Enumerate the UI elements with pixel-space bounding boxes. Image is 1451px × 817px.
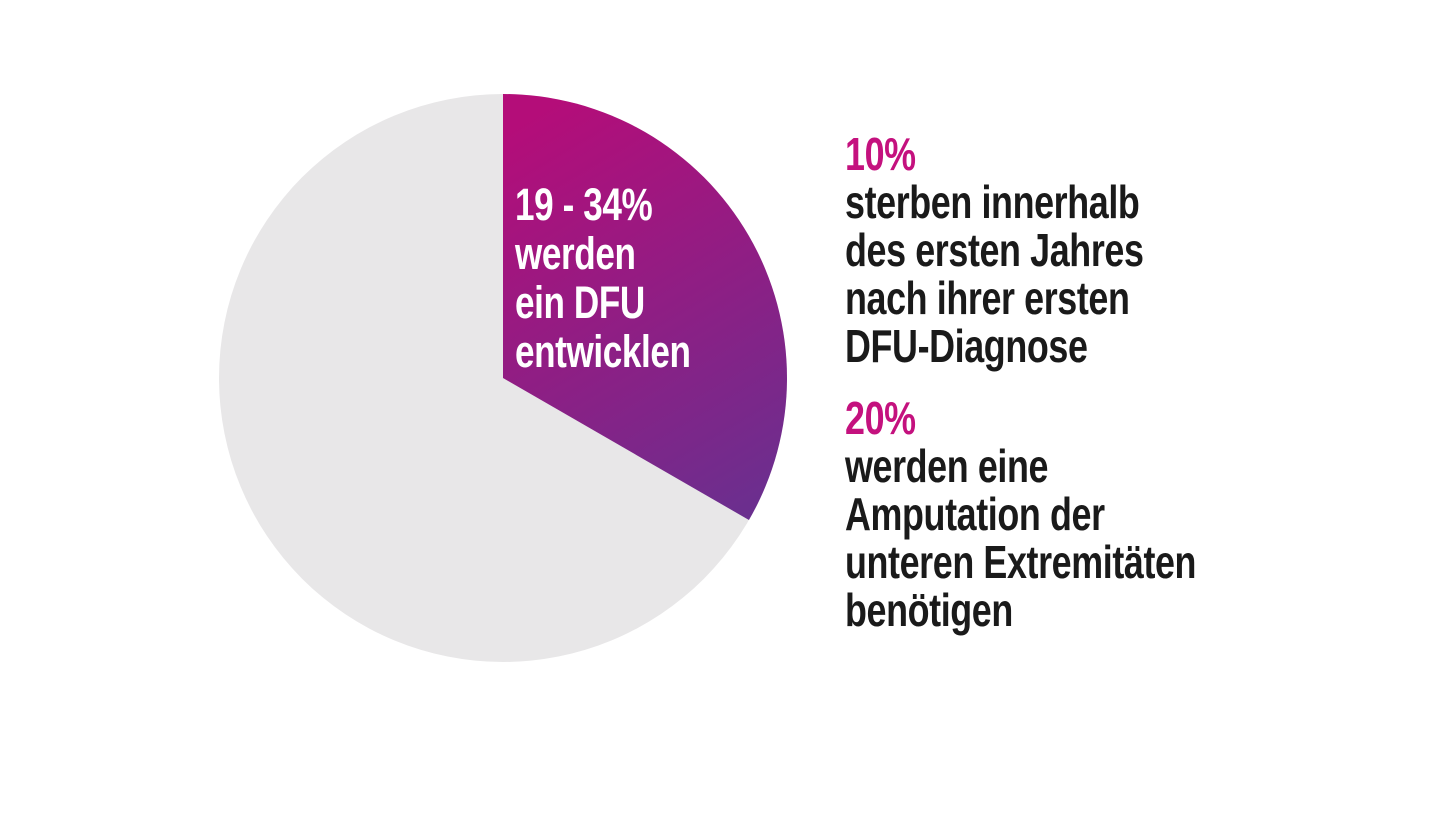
pie-label-line: werden xyxy=(515,228,636,279)
stats-column: 10% sterben innerhalb des ersten Jahres … xyxy=(845,0,1445,817)
pie-label-line: entwicklen xyxy=(515,326,691,377)
pie-label-line: ein DFU xyxy=(515,277,645,328)
stat-block-amputation: 20% werden eine Amputation der unteren E… xyxy=(845,394,1196,634)
stat-text-line: des ersten Jahres xyxy=(845,224,1144,276)
stat-value-20-percent: 20% xyxy=(845,392,916,444)
pie-slice-label: 19 - 34% werden ein DFU entwicklen xyxy=(515,180,691,376)
stat-text-line: benötigen xyxy=(845,584,1013,636)
stat-text-line: unteren Extremitäten xyxy=(845,536,1197,588)
stat-text-line: werden eine xyxy=(845,440,1049,492)
pie-slice-dfu xyxy=(503,94,787,520)
pie-label-line: 19 - 34% xyxy=(515,179,653,230)
stat-text-line: DFU-Diagnose xyxy=(845,320,1088,372)
stat-text-line: sterben innerhalb xyxy=(845,176,1140,228)
stat-block-mortality: 10% sterben innerhalb des ersten Jahres … xyxy=(845,130,1144,370)
stat-value-10-percent: 10% xyxy=(845,128,916,180)
pie-chart: 19 - 34% werden ein DFU entwicklen xyxy=(219,94,787,662)
stat-text-line: nach ihrer ersten xyxy=(845,272,1130,324)
stat-text-line: Amputation der xyxy=(845,488,1105,540)
pie-chart-svg xyxy=(219,94,787,662)
